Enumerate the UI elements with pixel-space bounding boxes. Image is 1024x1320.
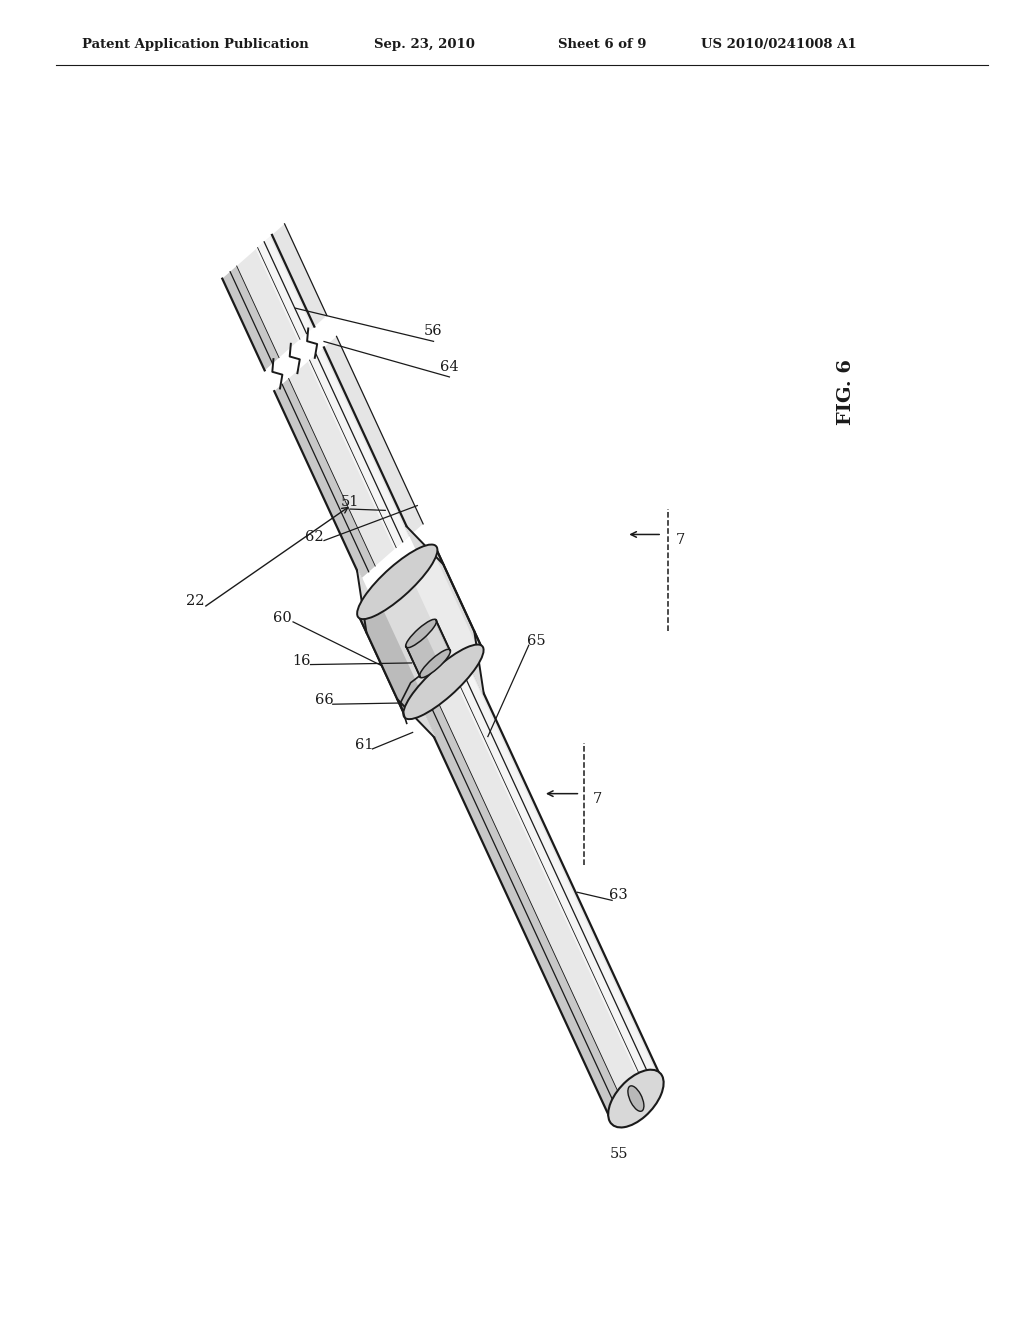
Ellipse shape bbox=[357, 545, 437, 619]
Text: 61: 61 bbox=[355, 738, 374, 752]
Polygon shape bbox=[424, 622, 449, 661]
Polygon shape bbox=[452, 661, 658, 1092]
Text: Sep. 23, 2010: Sep. 23, 2010 bbox=[374, 38, 475, 51]
Text: 51: 51 bbox=[341, 495, 359, 510]
Polygon shape bbox=[397, 686, 435, 737]
Text: 56: 56 bbox=[424, 325, 442, 338]
Polygon shape bbox=[274, 347, 411, 578]
Polygon shape bbox=[358, 548, 482, 715]
Ellipse shape bbox=[608, 1069, 664, 1127]
Polygon shape bbox=[419, 690, 626, 1121]
Text: 16: 16 bbox=[292, 653, 310, 668]
Text: 22: 22 bbox=[186, 594, 205, 607]
Polygon shape bbox=[222, 265, 280, 371]
Text: 63: 63 bbox=[609, 888, 628, 903]
Text: Patent Application Publication: Patent Application Publication bbox=[82, 38, 308, 51]
Text: 66: 66 bbox=[314, 693, 334, 708]
Text: US 2010/0241008 A1: US 2010/0241008 A1 bbox=[701, 38, 857, 51]
Polygon shape bbox=[460, 631, 483, 694]
Text: 62: 62 bbox=[305, 529, 324, 544]
Text: 55: 55 bbox=[610, 1147, 629, 1160]
Text: 7: 7 bbox=[676, 532, 685, 546]
Polygon shape bbox=[357, 569, 381, 632]
Polygon shape bbox=[358, 599, 424, 715]
Polygon shape bbox=[222, 235, 314, 371]
Text: 65: 65 bbox=[527, 634, 546, 648]
Ellipse shape bbox=[403, 644, 483, 719]
Polygon shape bbox=[406, 527, 443, 578]
Polygon shape bbox=[419, 660, 660, 1121]
Text: 7: 7 bbox=[592, 792, 601, 805]
Ellipse shape bbox=[628, 1086, 644, 1111]
Polygon shape bbox=[307, 350, 409, 549]
Text: FIG. 6: FIG. 6 bbox=[838, 359, 855, 425]
Polygon shape bbox=[272, 224, 327, 326]
Ellipse shape bbox=[420, 649, 451, 677]
Ellipse shape bbox=[406, 619, 436, 648]
Polygon shape bbox=[256, 236, 312, 341]
Polygon shape bbox=[325, 337, 423, 535]
Text: 60: 60 bbox=[273, 611, 292, 624]
Polygon shape bbox=[274, 379, 376, 578]
Text: 64: 64 bbox=[440, 360, 459, 374]
Polygon shape bbox=[409, 550, 479, 672]
Text: Sheet 6 of 9: Sheet 6 of 9 bbox=[558, 38, 646, 51]
Polygon shape bbox=[407, 620, 450, 677]
